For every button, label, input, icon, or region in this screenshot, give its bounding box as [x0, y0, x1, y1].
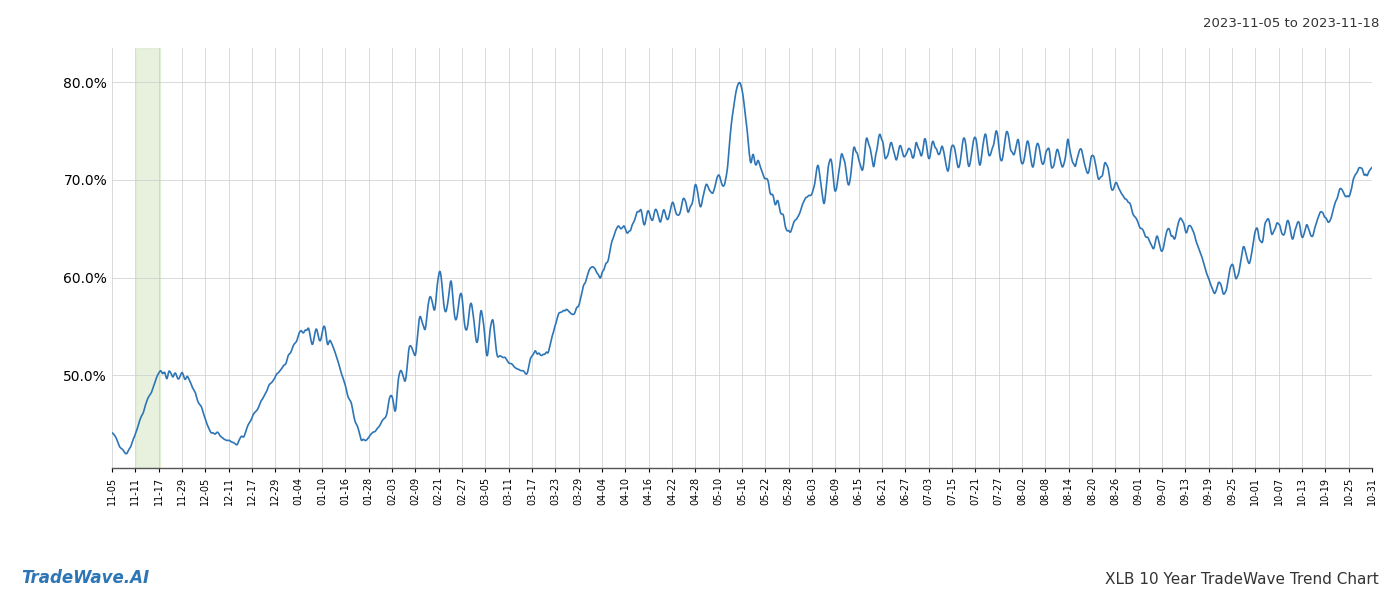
Text: 2023-11-05 to 2023-11-18: 2023-11-05 to 2023-11-18	[1203, 17, 1379, 30]
Bar	[136, 48, 160, 468]
Text: TradeWave.AI: TradeWave.AI	[21, 569, 150, 587]
Text: XLB 10 Year TradeWave Trend Chart: XLB 10 Year TradeWave Trend Chart	[1105, 572, 1379, 587]
